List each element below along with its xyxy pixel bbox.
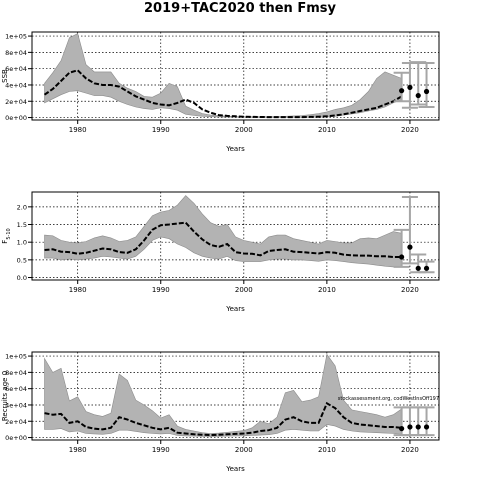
x-axis-label: Years: [225, 305, 245, 313]
x-tick-label: 2020: [401, 286, 419, 294]
plot-frame: [31, 31, 440, 121]
x-tick-label: 1990: [152, 446, 170, 454]
y-tick-label: 2.0: [17, 203, 27, 211]
x-tick-label: 1990: [152, 126, 170, 134]
y-tick-label: 0.0: [17, 274, 27, 282]
y-tick-label: 2e+04: [5, 98, 27, 106]
y-tick-label: 0e+00: [5, 434, 27, 442]
confidence-band: [44, 195, 402, 268]
projection-point: [399, 88, 405, 94]
plot-frame: [31, 351, 440, 441]
projection-point: [415, 92, 421, 99]
x-tick-label: 2020: [401, 446, 419, 454]
projection-point: [399, 254, 405, 260]
x-tick-label: 2010: [318, 446, 336, 454]
projection-point: [423, 424, 430, 430]
x-tick-label: 2000: [235, 446, 253, 454]
y-tick-label: 4e+04: [5, 81, 27, 89]
y-axis-label: SSB: [1, 69, 9, 83]
y-tick-label: 1e+05: [5, 33, 27, 41]
x-tick-label: 1980: [69, 446, 87, 454]
chart-panel-1: 1980 1990 2000 2010 2020 0e+00 2e+04 4e+04 6e+04…: [1, 31, 440, 153]
y-tick-label: 6e+04: [5, 65, 27, 73]
y-tick-label: 0.5: [17, 256, 27, 264]
projection-point: [415, 265, 421, 271]
projection-point: [407, 84, 413, 91]
projection-point: [415, 424, 421, 430]
plot-frame: [31, 191, 440, 281]
y-tick-label: 1e+05: [5, 353, 27, 361]
x-tick-label: 2000: [235, 286, 253, 294]
y-axis-label: Recruits age 0: [1, 371, 9, 421]
y-tick-label: 1.5: [17, 221, 27, 229]
projection-point: [407, 244, 413, 250]
y-tick-label: 1.0: [17, 239, 27, 247]
y-tick-label: 0e+00: [5, 114, 27, 122]
chart-panel-3: 1980 1990 2000 2010 2020 0e+00 2e+04 4e+04 6e+04…: [1, 351, 440, 473]
x-tick-label: 2010: [318, 286, 336, 294]
chart-panel-2: 1980 1990 2000 2010 2020 0.0 0.5 1.0 1.5 2.0 Years…: [1, 191, 440, 313]
y-tick-label: 8e+04: [5, 369, 27, 377]
x-tick-label: 1990: [152, 286, 170, 294]
y-tick-label: 4e+04: [5, 401, 27, 409]
median-line: [44, 221, 402, 258]
x-tick-label: 2000: [235, 126, 253, 134]
projection-point: [399, 425, 405, 432]
x-axis-label: Years: [225, 465, 245, 473]
y-axis-label-subscript: 5-10: [6, 228, 12, 239]
x-tick-label: 2020: [401, 126, 419, 134]
x-tick-label: 1980: [69, 286, 87, 294]
y-tick-label: 2e+04: [5, 418, 27, 426]
projection-point: [423, 88, 430, 95]
y-tick-label: 6e+04: [5, 385, 27, 393]
projection-point: [423, 265, 430, 271]
median-line: [43, 69, 403, 119]
projection-point: [407, 424, 413, 430]
median-line: [44, 401, 402, 437]
x-tick-label: 2010: [318, 126, 336, 134]
y-tick-label: 8e+04: [5, 49, 27, 57]
y-axis-label: F5-10: [1, 228, 12, 243]
source-annotation: stockassessment.org, codWestInsOff197: [338, 396, 439, 402]
confidence-band: [44, 33, 402, 118]
x-tick-label: 1980: [69, 126, 87, 134]
x-axis-label: Years: [225, 145, 245, 153]
chart-title: 2019+TAC2020 then Fmsy: [144, 1, 336, 16]
